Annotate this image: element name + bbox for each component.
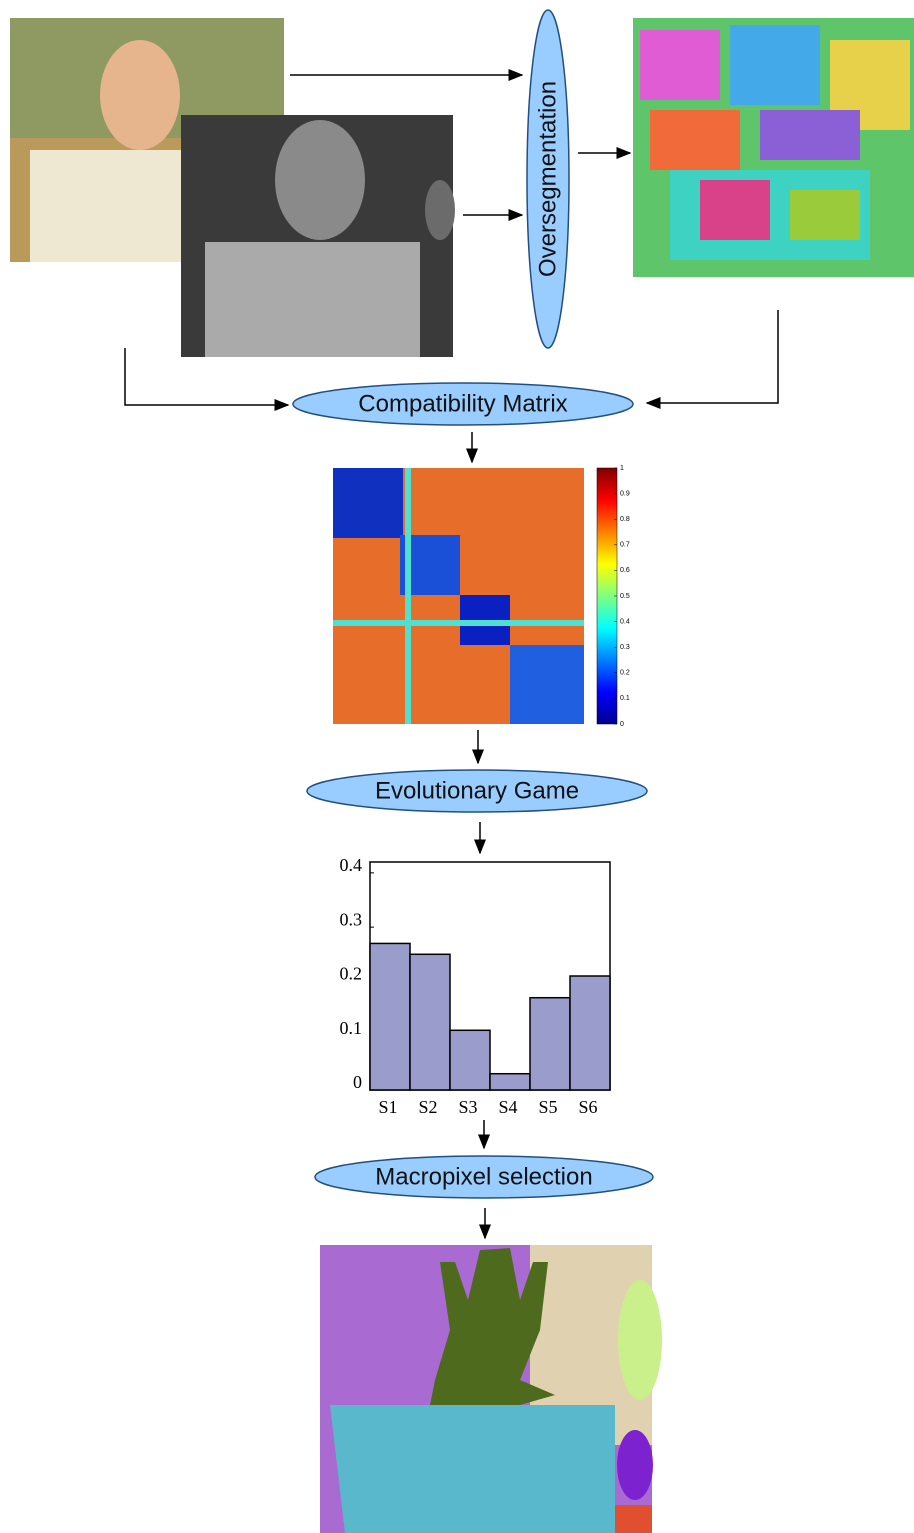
colorbar-tick-label: 0.6 <box>620 567 630 574</box>
colorbar-tick-label: 0.5 <box>620 593 630 600</box>
y-tick-label: 0 <box>353 1072 362 1092</box>
segmentation-image <box>633 18 914 277</box>
y-tick-label: 0.4 <box>340 855 363 875</box>
colorbar-tick-label: 0.2 <box>620 670 630 677</box>
x-tick-label: S1 <box>378 1097 397 1117</box>
x-tick-label: S5 <box>538 1097 557 1117</box>
colorbar-tick-label: 0.3 <box>620 644 630 651</box>
colorbar-tick-label: 0.7 <box>620 542 630 549</box>
y-tick-label: 0.1 <box>340 1018 363 1038</box>
colorbar-tick-label: 0.8 <box>620 516 630 523</box>
colorbar-tick-label: 0.4 <box>620 618 630 625</box>
result-image <box>320 1245 662 1533</box>
bar <box>410 954 450 1090</box>
colorbar-tick-label: 0.9 <box>620 490 630 497</box>
node-label: Evolutionary Game <box>375 777 579 804</box>
bar <box>450 1030 490 1090</box>
bar <box>490 1074 530 1090</box>
x-tick-label: S2 <box>418 1097 437 1117</box>
y-tick-label: 0.2 <box>340 964 363 984</box>
x-tick-label: S4 <box>498 1097 517 1117</box>
colorbar-tick-label: 1 <box>620 465 624 472</box>
node-label: Macropixel selection <box>375 1163 592 1190</box>
x-tick-label: S6 <box>578 1097 597 1117</box>
depth-image <box>181 115 455 357</box>
colorbar-tick-label: 0.1 <box>620 695 630 702</box>
pipeline-diagram: Oversegmentation Compatibility Matrix Ev… <box>0 0 914 1533</box>
bar <box>530 998 570 1090</box>
y-tick-label: 0.3 <box>340 909 363 929</box>
node-label: Compatibility Matrix <box>358 390 567 417</box>
bar <box>370 943 410 1090</box>
matrix-image <box>333 468 584 724</box>
node-label: Oversegmentation <box>534 81 561 277</box>
colorbar-tick-label: 0 <box>620 721 624 728</box>
bar <box>570 976 610 1090</box>
x-tick-label: S3 <box>458 1097 477 1117</box>
